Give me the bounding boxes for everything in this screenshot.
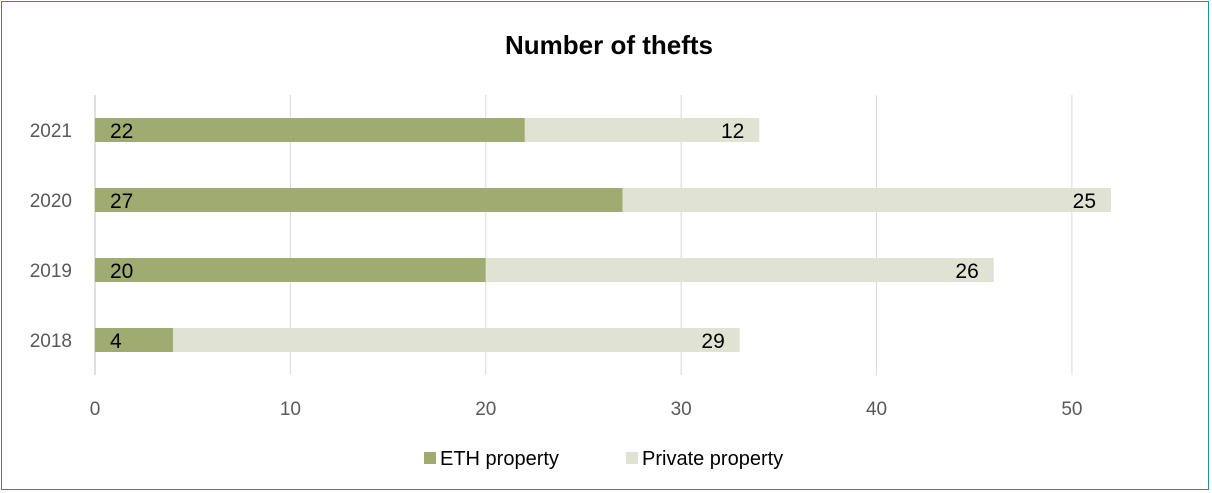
bar-eth-property <box>95 328 174 352</box>
data-label: 27 <box>110 190 133 213</box>
category-label: 2020 <box>30 191 72 212</box>
legend-swatch <box>626 452 638 464</box>
bar-private-property <box>173 328 740 352</box>
bar-private-property <box>524 118 760 142</box>
x-tick-label: 10 <box>280 399 301 420</box>
legend-swatch <box>424 452 436 464</box>
data-label: 20 <box>110 260 133 283</box>
x-tick-label: 40 <box>866 399 887 420</box>
data-labels: 22 12 27 25 20 26 4 29 <box>110 120 1096 353</box>
data-label: 25 <box>1073 190 1096 213</box>
x-tick-label: 0 <box>90 399 101 420</box>
bar-eth-property <box>95 118 525 142</box>
data-label: 12 <box>721 120 744 143</box>
category-labels: 2021 2020 2019 2018 <box>30 121 72 352</box>
bar-eth-property <box>95 258 486 282</box>
x-tick-labels: 0 10 20 30 40 50 <box>90 399 1083 420</box>
data-label: 26 <box>955 260 978 283</box>
legend: ETH property Private property <box>424 448 783 470</box>
legend-label: Private property <box>642 448 783 470</box>
category-label: 2019 <box>30 261 72 282</box>
data-label: 4 <box>110 330 122 353</box>
data-label: 29 <box>701 330 724 353</box>
category-label: 2018 <box>30 331 72 352</box>
data-label: 22 <box>110 120 133 143</box>
bars <box>95 118 1111 352</box>
legend-label: ETH property <box>440 448 559 470</box>
x-tick-label: 20 <box>475 399 496 420</box>
bar-private-property <box>485 258 994 282</box>
category-label: 2021 <box>30 121 72 142</box>
x-tick-label: 50 <box>1061 399 1082 420</box>
x-tick-label: 30 <box>671 399 692 420</box>
bar-eth-property <box>95 188 623 212</box>
bar-private-property <box>622 188 1111 212</box>
chart-title: Number of thefts <box>505 30 713 60</box>
